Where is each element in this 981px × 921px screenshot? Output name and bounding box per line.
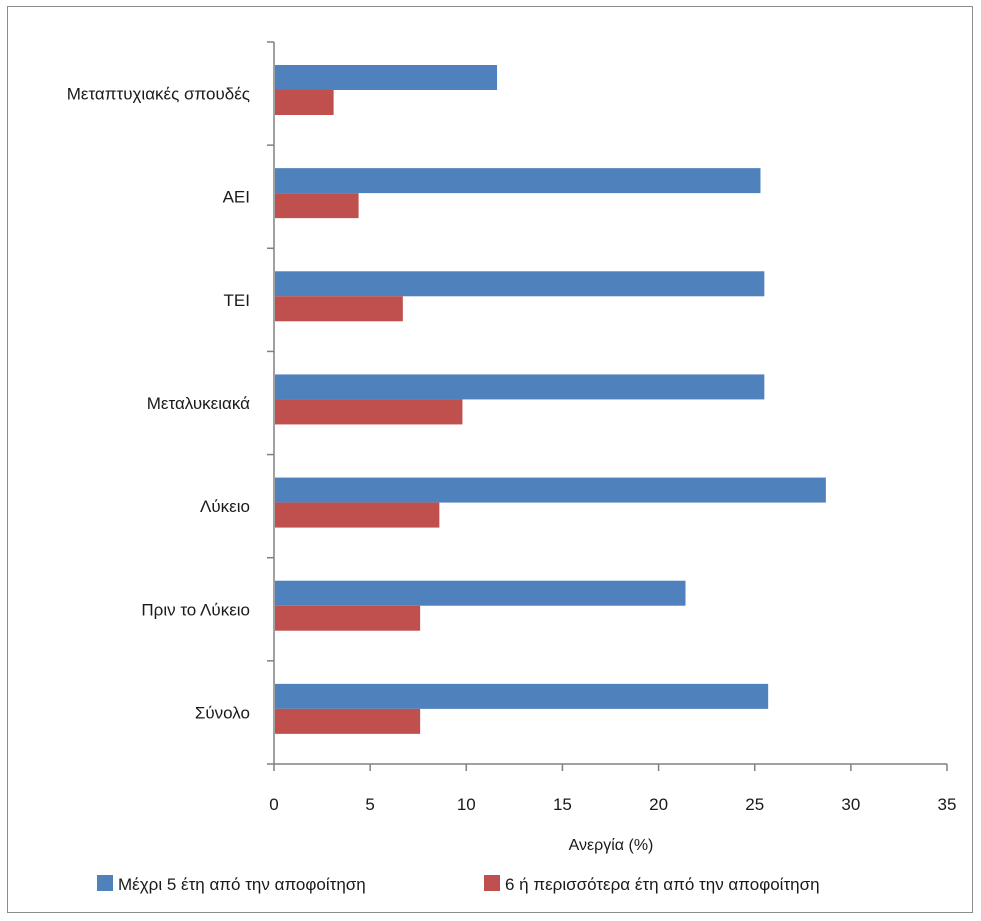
bar-series-2-cat-1 [275,90,334,115]
legend-label-series-1: Μέχρι 5 έτη από την αποφοίτηση [118,875,366,894]
legend-swatch-series-1 [97,875,113,891]
chart-frame [7,6,973,913]
category-label: Μεταλυκειακά [147,394,250,413]
category-label: Λύκειο [200,497,250,516]
x-tick-label: 10 [457,795,476,814]
category-label: Πριν το Λύκειο [141,600,250,619]
x-tick-label: 5 [365,795,374,814]
bar-series-1-cat-6 [275,580,686,606]
x-tick-label: 30 [841,795,860,814]
x-tick-label: 0 [269,795,278,814]
x-tick-label: 20 [649,795,668,814]
bar-series-2-cat-7 [275,708,421,734]
bar-series-1-cat-3 [275,271,765,297]
legend: Μέχρι 5 έτη από την αποφοίτηση 6 ή περισ… [97,875,820,894]
legend-swatch-series-2 [484,875,500,891]
category-label: ΑΕΙ [223,188,250,207]
x-tick-label: 35 [938,795,957,814]
axes-layer [267,41,948,771]
bar-series-1-cat-7 [275,683,769,709]
bars-layer [275,65,826,734]
bar-series-1-cat-5 [275,477,826,503]
x-tick-label: 25 [745,795,764,814]
bar-series-2-cat-3 [275,296,403,322]
x-tick-label: 15 [553,795,572,814]
bar-series-1-cat-4 [275,374,765,400]
bar-series-2-cat-6 [275,605,421,631]
bar-series-2-cat-5 [275,502,440,528]
legend-label-series-2: 6 ή περισσότερα έτη από την αποφοίτηση [505,875,820,894]
bar-series-2-cat-2 [275,193,359,219]
labels-layer: Μεταπτυχιακές σπουδές ΑΕΙ ΤΕΙ Μεταλυκειακά Λ… [67,85,957,814]
category-label: ΤΕΙ [224,291,250,310]
bar-series-2-cat-4 [275,399,463,425]
category-label: Μεταπτυχιακές σπουδές [67,85,250,104]
bar-series-1-cat-2 [275,168,761,194]
bar-series-1-cat-1 [275,65,498,90]
x-axis-title: Ανεργία (%) [569,837,654,854]
category-label: Σύνολο [195,703,250,722]
